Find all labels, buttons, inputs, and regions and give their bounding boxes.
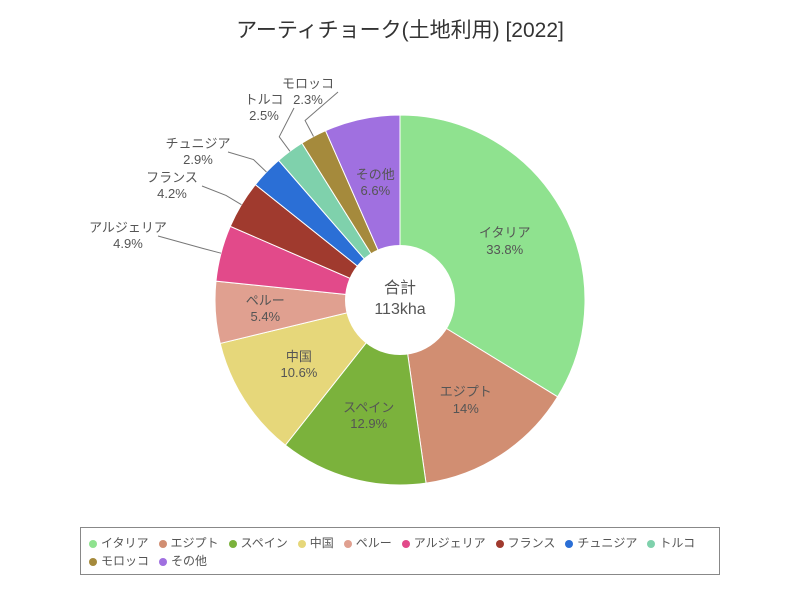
legend-row: イタリア エジプト スペイン 中国 ペルー アルジェリア フランス チュニジア トルコ: [89, 534, 711, 552]
legend-swatch: [647, 540, 655, 548]
legend-swatch: [159, 558, 167, 566]
legend-swatch: [159, 540, 167, 548]
legend-label: 中国: [310, 536, 334, 550]
chart-container: アーティチョーク(土地利用) [2022] イタリア33.8%エジプト14%スペ…: [0, 0, 800, 600]
slice-label: エジプト14%: [440, 384, 492, 417]
legend-label: その他: [171, 554, 207, 568]
legend-item: チュニジア: [565, 534, 637, 552]
legend-item: フランス: [496, 534, 556, 552]
legend-label: チュニジア: [577, 536, 637, 550]
legend-label: エジプト: [171, 536, 219, 550]
pie-chart-svg: [0, 0, 800, 520]
legend-swatch: [298, 540, 306, 548]
legend-swatch: [229, 540, 237, 548]
legend-label: モロッコ: [101, 554, 149, 568]
legend-swatch: [344, 540, 352, 548]
legend-item: スペイン: [229, 534, 288, 552]
legend-swatch: [89, 558, 97, 566]
slice-label: アルジェリア4.9%: [89, 220, 167, 253]
legend-swatch: [89, 540, 97, 548]
slice-label: チュニジア2.9%: [165, 136, 230, 169]
legend-label: ペルー: [356, 536, 392, 550]
center-total-label: 合計 113kha: [374, 279, 425, 321]
leader-line: [158, 236, 221, 253]
leader-line: [228, 152, 266, 172]
slice-label: その他6.6%: [356, 166, 395, 199]
legend-item: トルコ: [647, 534, 695, 552]
legend-label: アルジェリア: [414, 536, 486, 550]
legend-item: ペルー: [344, 534, 392, 552]
center-label-top: 合計: [374, 279, 425, 300]
legend-label: スペイン: [241, 536, 288, 550]
center-label-bottom: 113kha: [374, 300, 425, 321]
legend-row: モロッコ その他: [89, 552, 711, 570]
legend-item: エジプト: [159, 534, 219, 552]
leader-line: [202, 186, 241, 205]
slice-label: ペルー5.4%: [246, 293, 285, 326]
legend-swatch: [565, 540, 573, 548]
slice-label: フランス4.2%: [146, 170, 198, 203]
legend-label: トルコ: [659, 536, 695, 550]
legend-item: 中国: [298, 534, 334, 552]
legend-item: その他: [159, 552, 207, 570]
legend-label: フランス: [508, 536, 556, 550]
legend-swatch: [496, 540, 504, 548]
slice-label: イタリア33.8%: [479, 225, 530, 258]
slice-label: モロッコ2.3%: [282, 76, 334, 109]
legend-item: モロッコ: [89, 552, 149, 570]
slice-label: 中国10.6%: [281, 348, 318, 381]
legend-label: イタリア: [101, 536, 149, 550]
legend-item: アルジェリア: [402, 534, 486, 552]
legend-swatch: [402, 540, 410, 548]
slice-label: トルコ2.5%: [245, 92, 284, 125]
legend: イタリア エジプト スペイン 中国 ペルー アルジェリア フランス チュニジア トルコモロッコ そ…: [80, 527, 720, 575]
slice-label: スペイン12.9%: [343, 400, 394, 433]
legend-item: イタリア: [89, 534, 149, 552]
